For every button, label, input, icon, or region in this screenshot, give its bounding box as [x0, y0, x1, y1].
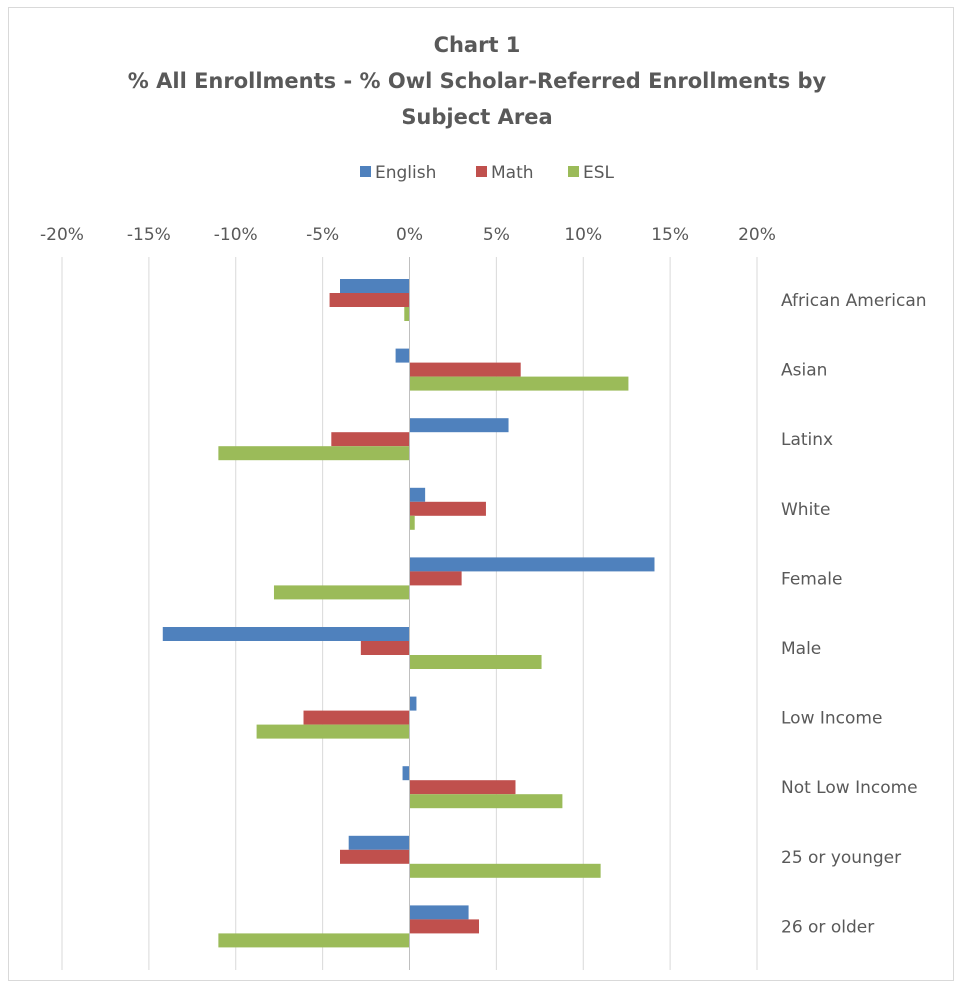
bar-math — [409, 501, 486, 516]
x-tick-label: 20% — [738, 225, 776, 245]
bar-math — [409, 780, 516, 795]
chart-title-line-2: % All Enrollments - % Owl Scholar-Referr… — [128, 69, 827, 93]
chart-title-line-1: Chart 1 — [434, 33, 521, 57]
bar-english — [409, 487, 426, 502]
category-label: 25 or younger — [781, 848, 901, 868]
bar-english — [162, 627, 410, 641]
bar-esl — [409, 794, 563, 809]
bar-english — [409, 905, 469, 920]
bar-english — [348, 835, 410, 850]
x-tick-label: 5% — [483, 225, 510, 245]
x-tick-label: -15% — [127, 225, 171, 245]
bar-esl — [273, 585, 410, 600]
legend-label: English — [375, 163, 436, 183]
bar-english — [409, 696, 417, 711]
bar-esl — [218, 933, 410, 948]
chart-legend: English Math ESL — [360, 163, 615, 183]
chart-title-line-3: Subject Area — [401, 105, 552, 129]
chart-title: Chart 1 % All Enrollments - % Owl Schola… — [128, 33, 827, 129]
x-tick-label: 0% — [396, 225, 423, 245]
bar-math — [329, 293, 410, 307]
gridlines — [61, 257, 758, 970]
legend-swatch — [568, 166, 579, 177]
legend-label: Math — [491, 163, 534, 183]
bar-esl — [409, 863, 601, 878]
bar-english — [340, 279, 410, 293]
x-tick-label: -10% — [214, 225, 258, 245]
x-tick-label: 10% — [564, 225, 602, 245]
bar-math — [303, 710, 410, 725]
bar-esl — [409, 376, 629, 391]
bar-english — [402, 766, 410, 781]
category-label: Male — [781, 639, 821, 659]
bar-math — [409, 362, 521, 377]
bars — [162, 257, 655, 970]
bar-esl — [218, 446, 410, 461]
category-label: Low Income — [781, 709, 882, 729]
category-label: Asian — [781, 361, 827, 381]
category-label: African American — [781, 291, 927, 311]
bar-math — [340, 849, 410, 864]
category-labels: African American Asian Latinx White Female Ma… — [781, 291, 927, 937]
category-label: 26 or older — [781, 917, 874, 937]
x-tick-label: -5% — [306, 225, 339, 245]
bar-math — [360, 641, 410, 655]
category-label: Latinx — [781, 430, 833, 450]
bar-english — [395, 348, 410, 363]
x-axis-ticks: -20% -15% -10% -5% 0% 5% 10% 15% 20% — [40, 225, 776, 245]
x-tick-label: -20% — [40, 225, 84, 245]
bar-esl — [409, 655, 542, 669]
x-tick-label: 15% — [651, 225, 689, 245]
bar-esl — [256, 724, 410, 739]
bar-math — [409, 571, 462, 586]
category-label: Female — [781, 569, 842, 589]
legend-label: ESL — [583, 163, 615, 183]
legend-swatch — [476, 166, 487, 177]
bar-english — [409, 557, 655, 572]
bar-math — [331, 432, 410, 447]
bar-esl — [409, 515, 415, 530]
category-label: White — [781, 500, 830, 520]
bar-english — [409, 418, 509, 433]
bar-esl — [404, 307, 410, 321]
category-label: Not Low Income — [781, 778, 918, 798]
bar-math — [409, 919, 479, 934]
legend-swatch — [360, 166, 371, 177]
